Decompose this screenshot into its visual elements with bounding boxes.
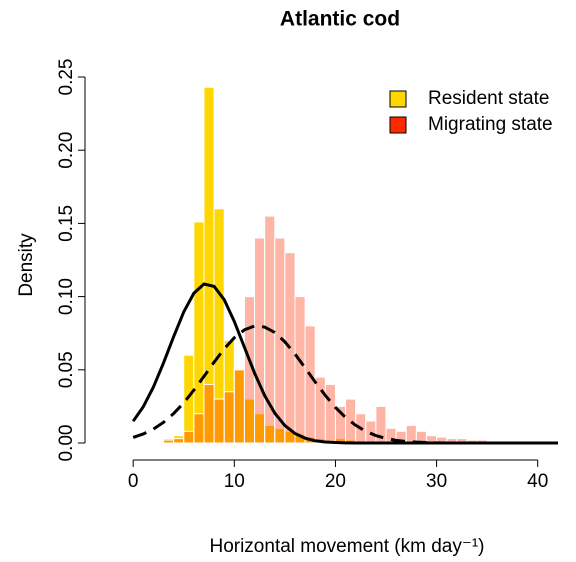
histogram-bar: [314, 376, 326, 444]
x-tick-label: 40: [527, 471, 548, 492]
histogram-bar: [254, 237, 266, 444]
histogram-bar: [183, 430, 195, 444]
chart-title: Atlantic cod: [280, 8, 400, 31]
legend-swatch: [389, 90, 407, 108]
histogram-bar: [203, 383, 215, 444]
y-axis-label: Density: [16, 233, 37, 297]
histogram-bar: [173, 438, 185, 444]
histogram-bar: [304, 325, 316, 444]
x-tick-label: 20: [325, 471, 346, 492]
histogram-bar: [223, 391, 235, 444]
histogram-bar: [193, 413, 205, 444]
x-axis-label: Horizontal movement (km day⁻¹): [209, 536, 484, 557]
y-tick-label: 0.15: [56, 205, 77, 242]
histogram-bar: [233, 369, 245, 444]
histogram-bar: [213, 398, 225, 444]
histogram-bar: [163, 439, 175, 444]
histogram-bar: [193, 221, 205, 444]
density-curve: [132, 324, 558, 445]
y-tick-label: 0.20: [56, 132, 77, 169]
histogram-bar: [294, 296, 306, 444]
y-tick-label: 0.10: [56, 278, 77, 315]
legend-label: Resident state: [428, 88, 549, 109]
histogram-bar: [345, 398, 357, 444]
histogram-bar: [324, 383, 336, 444]
y-tick-label: 0.05: [56, 351, 77, 388]
x-tick-label: 30: [426, 471, 447, 492]
legend-label: Migrating state: [428, 114, 553, 135]
y-tick-label: 0.00: [56, 425, 77, 462]
x-tick-label: 0: [128, 471, 139, 492]
x-tick-label: 10: [224, 471, 245, 492]
y-tick-label: 0.25: [56, 59, 77, 96]
legend-swatch: [389, 116, 407, 134]
histogram-bar: [405, 424, 417, 444]
